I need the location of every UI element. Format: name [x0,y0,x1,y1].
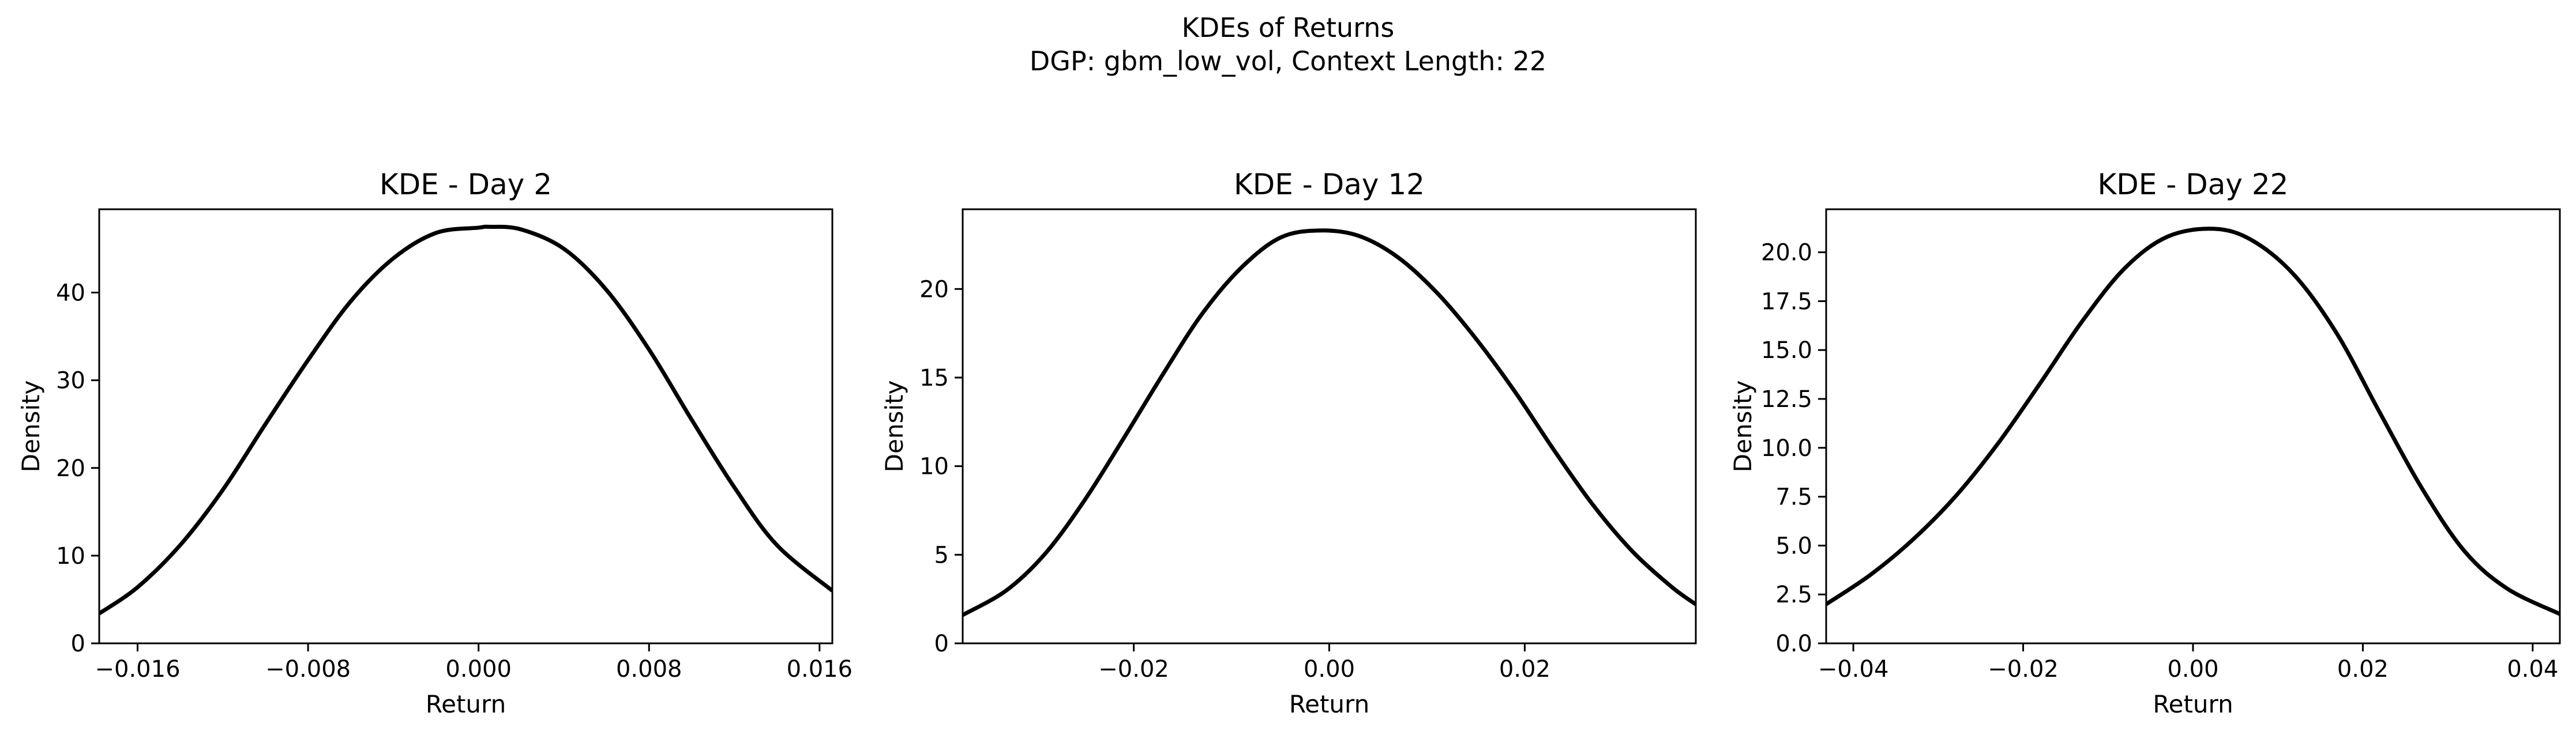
y-tick-label: 30 [56,368,85,394]
kde-curve-1 [99,224,832,616]
y-tick-label: 0 [934,631,949,657]
y-tick-label: 0 [71,631,85,657]
kde-panel-1: −0.016 −0.008 0.000 0.008 0.016 0 10 20 30 40 KDE … [17,168,853,718]
y-tick-label: 5.0 [1775,533,1812,559]
panels-container: −0.016 −0.008 0.000 0.008 0.016010203040KDE … [17,168,2561,718]
axes-frame [1825,208,2561,644]
kde-panel-2: −0.02 0.00 0.02 0 5 10 15 20 KDE - Day 12 Return D… [880,168,1697,718]
y-tick-label: 15.0 [1761,337,1812,364]
y-tick-label: 10 [56,543,85,570]
x-tick-label: 0.016 [787,656,853,683]
x-tick-label: 0.000 [445,656,512,683]
y-tick-label: 12.5 [1761,386,1812,413]
x-tick-label: 0.00 [2167,656,2218,683]
y-tick-label: 10.0 [1761,435,1812,462]
y-axis-label: Density [880,380,908,473]
x-tick-label: 0.04 [2507,656,2558,683]
figure-title: KDEs of Returns [1182,12,1395,43]
y-tick-label: 10 [919,454,949,480]
x-tick-label: 0.02 [2337,656,2389,683]
x-tick-label: −0.02 [1988,656,2059,683]
x-tick-label: −0.04 [1818,656,1889,683]
panel-title: KDE - Day 12 [1234,168,1425,201]
figure-subtitle: DGP: gbm_low_vol, Context Length: 22 [1030,46,1546,77]
x-tick-label: 0.008 [616,656,682,683]
y-tick-label: 5 [934,542,949,568]
x-axis-label: Return [426,690,506,718]
kde-curve-3 [1826,227,2560,616]
y-tick-label: 20 [919,276,949,303]
x-tick-label: 0.02 [1499,656,1550,683]
y-tick-label: 2.5 [1775,582,1812,608]
x-axis-label: Return [2153,690,2233,718]
y-tick-label: 17.5 [1761,288,1812,315]
kde-curve-2 [963,228,1696,617]
x-tick-label: −0.008 [265,656,351,683]
x-tick-label: 0.00 [1304,656,1355,683]
axes-frame [962,208,1697,644]
y-tick-label: 15 [919,365,949,391]
y-tick-label: 0.0 [1775,631,1812,657]
y-tick-label: 20 [56,455,85,482]
y-tick-label: 40 [56,280,85,307]
x-axis-label: Return [1289,690,1369,718]
y-tick-label: 7.5 [1775,484,1812,511]
y-tick-label: 20.0 [1761,240,1812,266]
axes-frame [98,208,833,644]
kde-panel-3: −0.04 −0.02 0.00 0.02 0.04 0.0 2.5 5.0 7.5 10.0 12… [1729,168,2561,718]
x-tick-label: −0.016 [95,656,180,683]
panel-title: KDE - Day 2 [380,168,552,201]
y-axis-label: Density [1729,380,1757,473]
panel-title: KDE - Day 22 [2098,168,2289,201]
y-axis-label: Density [17,380,45,473]
x-tick-label: −0.02 [1098,656,1169,683]
